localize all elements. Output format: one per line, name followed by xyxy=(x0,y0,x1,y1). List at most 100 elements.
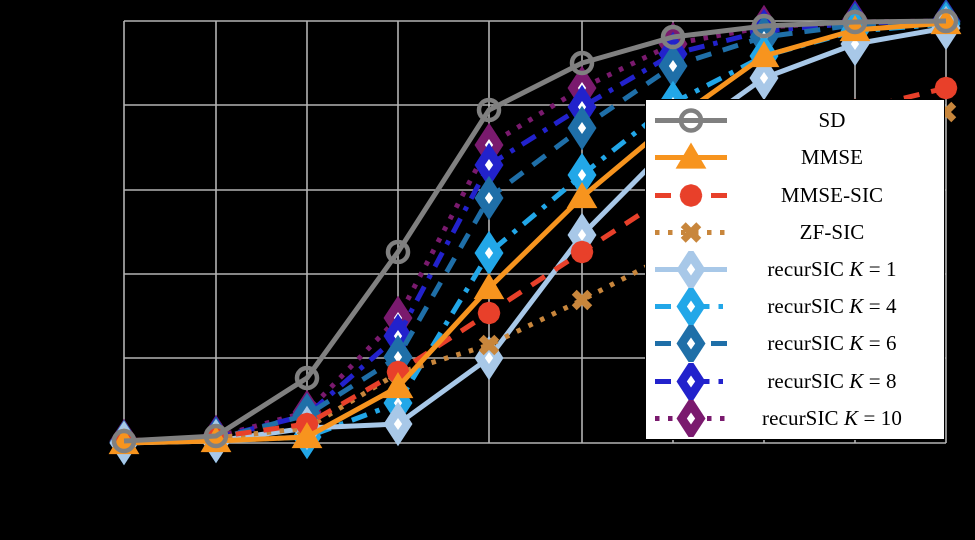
data-point-marker xyxy=(567,105,597,151)
triangle-marker xyxy=(675,142,707,169)
diamond-marker-core xyxy=(577,169,587,181)
asterisk-marker xyxy=(386,366,410,378)
circle-marker xyxy=(385,239,411,265)
data-point-marker xyxy=(748,41,780,68)
legend-item-recursic-k-8[interactable]: recurSIC K = 8 xyxy=(646,362,944,400)
circle-marker xyxy=(294,365,320,391)
asterisk-marker xyxy=(570,246,594,258)
cross-marker xyxy=(486,334,500,348)
data-point-marker xyxy=(751,13,777,39)
data-point-marker xyxy=(658,43,688,89)
legend-item-label: recurSIC K = 1 xyxy=(767,257,897,281)
cross-marker xyxy=(943,101,957,115)
data-point-marker xyxy=(203,423,229,449)
legend-item-zf-sic[interactable]: ZF-SIC xyxy=(646,214,944,251)
data-point-marker xyxy=(660,24,686,50)
series-line xyxy=(123,19,947,445)
legend-swatch xyxy=(655,222,727,243)
legend-item-label: recurSIC K = 10 xyxy=(762,405,902,430)
legend-swatch xyxy=(655,362,727,400)
circle-marker xyxy=(111,428,137,454)
asterisk-marker xyxy=(679,189,703,201)
legend-item-recursic-k-1[interactable]: recurSIC K = 1 xyxy=(646,251,944,288)
asterisk-marker xyxy=(934,82,958,94)
data-point-marker xyxy=(383,401,413,447)
data-point-marker xyxy=(473,273,505,300)
data-point-marker xyxy=(569,50,595,76)
triangle-marker xyxy=(291,422,323,449)
legend-swatch xyxy=(655,183,727,207)
series-line xyxy=(123,20,947,446)
diamond-marker-core xyxy=(686,375,696,388)
diamond-marker-core xyxy=(484,352,494,364)
data-point-marker xyxy=(933,8,959,34)
data-point-marker xyxy=(842,9,868,35)
legend-item-label: MMSE-SIC xyxy=(780,182,884,207)
diamond-marker-core xyxy=(484,192,494,204)
chart-legend: SD MMSE MMSE-SIC ZF-SIC recurSIC K = 1 recurS… xyxy=(645,99,945,440)
cross-marker xyxy=(688,222,702,235)
legend-swatch xyxy=(655,325,727,363)
triangle-marker xyxy=(748,41,780,68)
legend-swatch xyxy=(655,108,727,133)
data-point-marker xyxy=(676,325,706,363)
series-line xyxy=(123,25,947,446)
circle-marker xyxy=(660,24,686,50)
legend-item-recursic-k-10[interactable]: recurSIC K = 10 xyxy=(646,399,944,437)
data-point-marker xyxy=(474,175,504,221)
series-line xyxy=(123,18,947,445)
diamond-marker-core xyxy=(393,418,403,430)
diamond-marker-core xyxy=(686,337,696,350)
data-point-marker xyxy=(571,289,593,311)
legend-item-label: SD xyxy=(818,108,846,133)
circle-marker xyxy=(569,50,595,76)
diamond-marker-core xyxy=(577,122,587,134)
legend-item-label: MMSE xyxy=(800,145,864,170)
triangle-marker xyxy=(566,182,598,209)
data-point-marker xyxy=(476,97,502,123)
diamond-marker-core xyxy=(577,229,587,241)
diamond-marker-core xyxy=(393,351,403,363)
circle-marker xyxy=(203,423,229,449)
data-point-marker xyxy=(678,108,704,133)
data-point-marker xyxy=(680,222,702,243)
legend-swatch xyxy=(655,251,727,288)
series-line xyxy=(123,21,947,446)
legend-item-label: recurSIC K = 8 xyxy=(767,368,897,393)
diamond-marker-core xyxy=(484,247,494,259)
data-point-marker xyxy=(675,142,707,169)
legend-item-mmse[interactable]: MMSE xyxy=(646,139,944,176)
data-point-marker xyxy=(291,422,323,449)
circle-marker xyxy=(933,8,959,34)
legend-item-recursic-k-6[interactable]: recurSIC K = 6 xyxy=(646,325,944,363)
triangle-marker xyxy=(382,372,414,399)
legend-swatch xyxy=(655,288,727,326)
data-point-marker xyxy=(676,288,706,326)
legend-item-mmse-sic[interactable]: MMSE-SIC xyxy=(646,176,944,213)
data-point-marker xyxy=(386,360,410,384)
cross-marker xyxy=(680,222,694,235)
data-point-marker xyxy=(382,372,414,399)
axis-frame xyxy=(123,20,947,444)
circle-marker xyxy=(476,97,502,123)
legend-item-label: recurSIC K = 4 xyxy=(767,294,897,319)
legend-item-sd[interactable]: SD xyxy=(646,102,944,139)
diamond-marker-core xyxy=(759,72,769,84)
asterisk-marker xyxy=(477,307,501,319)
data-point-marker xyxy=(478,334,500,356)
legend-swatch xyxy=(655,142,727,169)
circle-marker xyxy=(678,108,704,133)
data-point-marker xyxy=(294,365,320,391)
data-point-marker xyxy=(934,76,958,100)
legend-swatch xyxy=(655,399,727,437)
cross-marker xyxy=(571,289,585,303)
data-point-marker xyxy=(676,251,706,288)
diamond-marker-core xyxy=(668,60,678,72)
legend-item-label: recurSIC K = 6 xyxy=(767,331,897,356)
legend-item-label: ZF-SIC xyxy=(799,219,865,244)
data-point-marker xyxy=(477,301,501,325)
diamond-marker-core xyxy=(686,263,696,276)
data-point-marker xyxy=(474,230,504,276)
legend-item-recursic-k-4[interactable]: recurSIC K = 4 xyxy=(646,288,944,326)
